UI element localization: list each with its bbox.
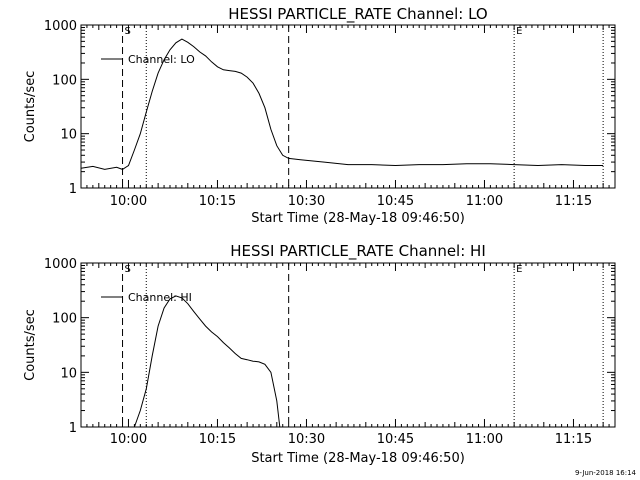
x-tick-label: 10:45 [377, 194, 414, 209]
y-tick-label: 1 [69, 182, 77, 197]
chart-panel-lo: HESSI PARTICLE_RATE Channel: LO 1 10 100 100… [23, 5, 616, 226]
legend-label: Channel: LO [128, 53, 195, 66]
x-tick-label: 10:15 [199, 432, 236, 447]
y-tick-label: 10 [60, 128, 77, 143]
chart-title: HESSI PARTICLE_RATE Channel: HI [230, 242, 486, 261]
y-tick-label: 100 [52, 73, 77, 88]
x-tick-label: 10:00 [110, 194, 147, 209]
legend-label: Channel: HI [128, 291, 192, 304]
x-tick-label: 10:15 [199, 194, 236, 209]
y-tick-label: 1000 [44, 257, 77, 272]
x-tick-label: 11:00 [466, 432, 503, 447]
x-tick-label: 10:45 [377, 432, 414, 447]
plot-frame [80, 24, 616, 189]
chart-title: HESSI PARTICLE_RATE Channel: LO [228, 5, 487, 24]
y-axis-label: Counts/sec [23, 71, 38, 143]
x-axis-label: Start Time (28-May-18 09:46:50) [251, 211, 465, 226]
x-tick-label: 10:30 [288, 432, 325, 447]
series-line [80, 38, 604, 170]
y-tick-label: 1000 [44, 19, 77, 34]
event-marker-e: E [516, 264, 522, 275]
x-tick-label: 11:15 [555, 194, 592, 209]
x-tick-label: 11:00 [466, 194, 503, 209]
event-marker-e: E [516, 26, 522, 37]
y-tick-label: 100 [52, 312, 77, 327]
x-tick-label: 11:15 [555, 432, 592, 447]
x-axis-label: Start Time (28-May-18 09:46:50) [251, 451, 465, 466]
x-tick-label: 10:00 [110, 432, 147, 447]
y-tick-label: 1 [69, 421, 77, 436]
x-tick-label: 10:30 [288, 194, 325, 209]
footer-timestamp: 9-Jun-2018 16:14 [575, 469, 637, 477]
event-marker-s: S [125, 264, 131, 275]
y-axis-label: Counts/sec [23, 309, 38, 381]
chart-panel-hi: HESSI PARTICLE_RATE Channel: HI 1 10 100 100… [23, 242, 616, 466]
plot-frame [80, 262, 616, 428]
event-marker-s: S [125, 26, 131, 37]
series-line [133, 295, 281, 428]
y-tick-label: 10 [60, 366, 77, 381]
